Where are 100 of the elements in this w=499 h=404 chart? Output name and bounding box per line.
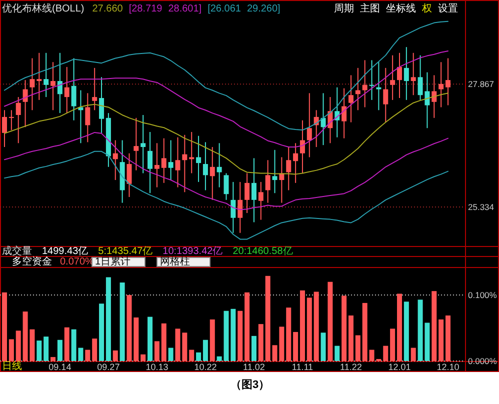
candlestick	[126, 152, 132, 198]
bar	[99, 304, 104, 361]
candlestick	[161, 138, 166, 184]
bar	[189, 350, 194, 361]
bar	[244, 292, 250, 361]
bar	[404, 302, 409, 361]
annotation: 29.260]	[246, 4, 281, 14]
x-tick-label: 12.10	[436, 362, 460, 372]
bar	[286, 308, 292, 361]
candlestick	[265, 160, 270, 204]
candlestick	[112, 140, 118, 181]
candlestick	[44, 52, 49, 98]
x-tick-label: 11.02	[243, 362, 265, 372]
bar	[106, 277, 111, 361]
bar	[438, 319, 444, 361]
candlestick	[306, 92, 312, 158]
x-tick-label: 11.11	[292, 362, 314, 372]
bar	[348, 315, 354, 361]
candlestick	[154, 142, 160, 188]
candlestick	[376, 62, 382, 111]
candlestick	[238, 181, 243, 234]
bar	[251, 336, 256, 361]
bar	[396, 294, 402, 361]
annotation: 成交量	[2, 245, 32, 257]
candlestick	[2, 110, 7, 148]
candlestick	[224, 172, 229, 200]
candlestick	[230, 181, 236, 234]
annotation: 10:1393.42亿	[162, 246, 223, 257]
candlestick	[168, 140, 174, 181]
bar	[8, 339, 14, 361]
candlestick	[189, 131, 194, 174]
candlestick	[216, 142, 222, 188]
candlestick	[251, 158, 256, 223]
bar	[210, 319, 215, 361]
bar	[293, 332, 298, 361]
x-tick-label: 12.01	[388, 362, 411, 372]
annotation: 主图	[360, 2, 380, 14]
bar	[410, 348, 416, 361]
bar	[175, 328, 180, 361]
annotation: 1499.43亿	[42, 246, 88, 257]
chart-title: 优化布林线(BOLL)	[2, 2, 84, 14]
annotation: 坐标线	[386, 2, 416, 14]
x-tick-label: 09.14	[48, 362, 72, 372]
candlestick	[8, 110, 14, 131]
bar	[92, 338, 98, 361]
bar	[446, 315, 450, 361]
bar	[196, 352, 202, 361]
bar	[140, 354, 146, 361]
bar	[134, 317, 139, 361]
bar	[161, 323, 166, 361]
candlestick	[210, 146, 215, 200]
bar	[44, 336, 49, 361]
candlestick	[286, 146, 292, 191]
candlestick	[202, 142, 208, 191]
y-tick-label: 25.334	[468, 202, 494, 212]
candlestick	[57, 52, 62, 114]
candlestick	[16, 96, 21, 144]
candlestick	[355, 67, 360, 111]
candlestick	[446, 58, 450, 106]
candlestick	[64, 66, 70, 114]
candlestick	[244, 172, 250, 214]
bar	[64, 327, 70, 361]
bar	[328, 282, 333, 361]
candlestick	[148, 131, 153, 194]
candlestick	[390, 54, 396, 100]
candlestick	[22, 80, 28, 128]
bar	[182, 332, 188, 361]
bar	[148, 316, 153, 361]
candlestick	[182, 134, 188, 193]
candlestick	[196, 135, 202, 182]
text: 1日累计	[95, 256, 131, 268]
candlestick	[36, 52, 42, 100]
candlestick	[71, 58, 76, 121]
text: 网格柱	[160, 256, 190, 268]
candlestick	[432, 74, 437, 118]
candlestick	[362, 60, 368, 108]
bar	[50, 357, 56, 361]
bar	[216, 356, 222, 361]
bar	[57, 340, 62, 361]
x-tick-label: 10.13	[146, 362, 168, 372]
bar	[154, 341, 160, 361]
bar	[258, 324, 264, 361]
annotation: 设置	[438, 2, 458, 14]
bar	[306, 298, 312, 361]
x-tick-label: 10.22	[194, 362, 217, 372]
candlestick	[348, 74, 354, 123]
candlestick	[175, 136, 180, 188]
bar	[85, 350, 90, 361]
y-tick-label: 0.100%	[468, 290, 498, 300]
text: （图3）	[230, 379, 270, 391]
y-tick-label: 27.867	[468, 79, 494, 90]
candlestick	[300, 120, 305, 174]
bar	[202, 340, 208, 361]
bar	[432, 291, 437, 361]
candlestick	[258, 181, 264, 220]
candlestick	[92, 67, 98, 111]
line-series	[4, 150, 448, 240]
chart-title: 多空资金	[12, 256, 52, 268]
bar	[238, 310, 243, 361]
candlestick	[383, 67, 388, 123]
